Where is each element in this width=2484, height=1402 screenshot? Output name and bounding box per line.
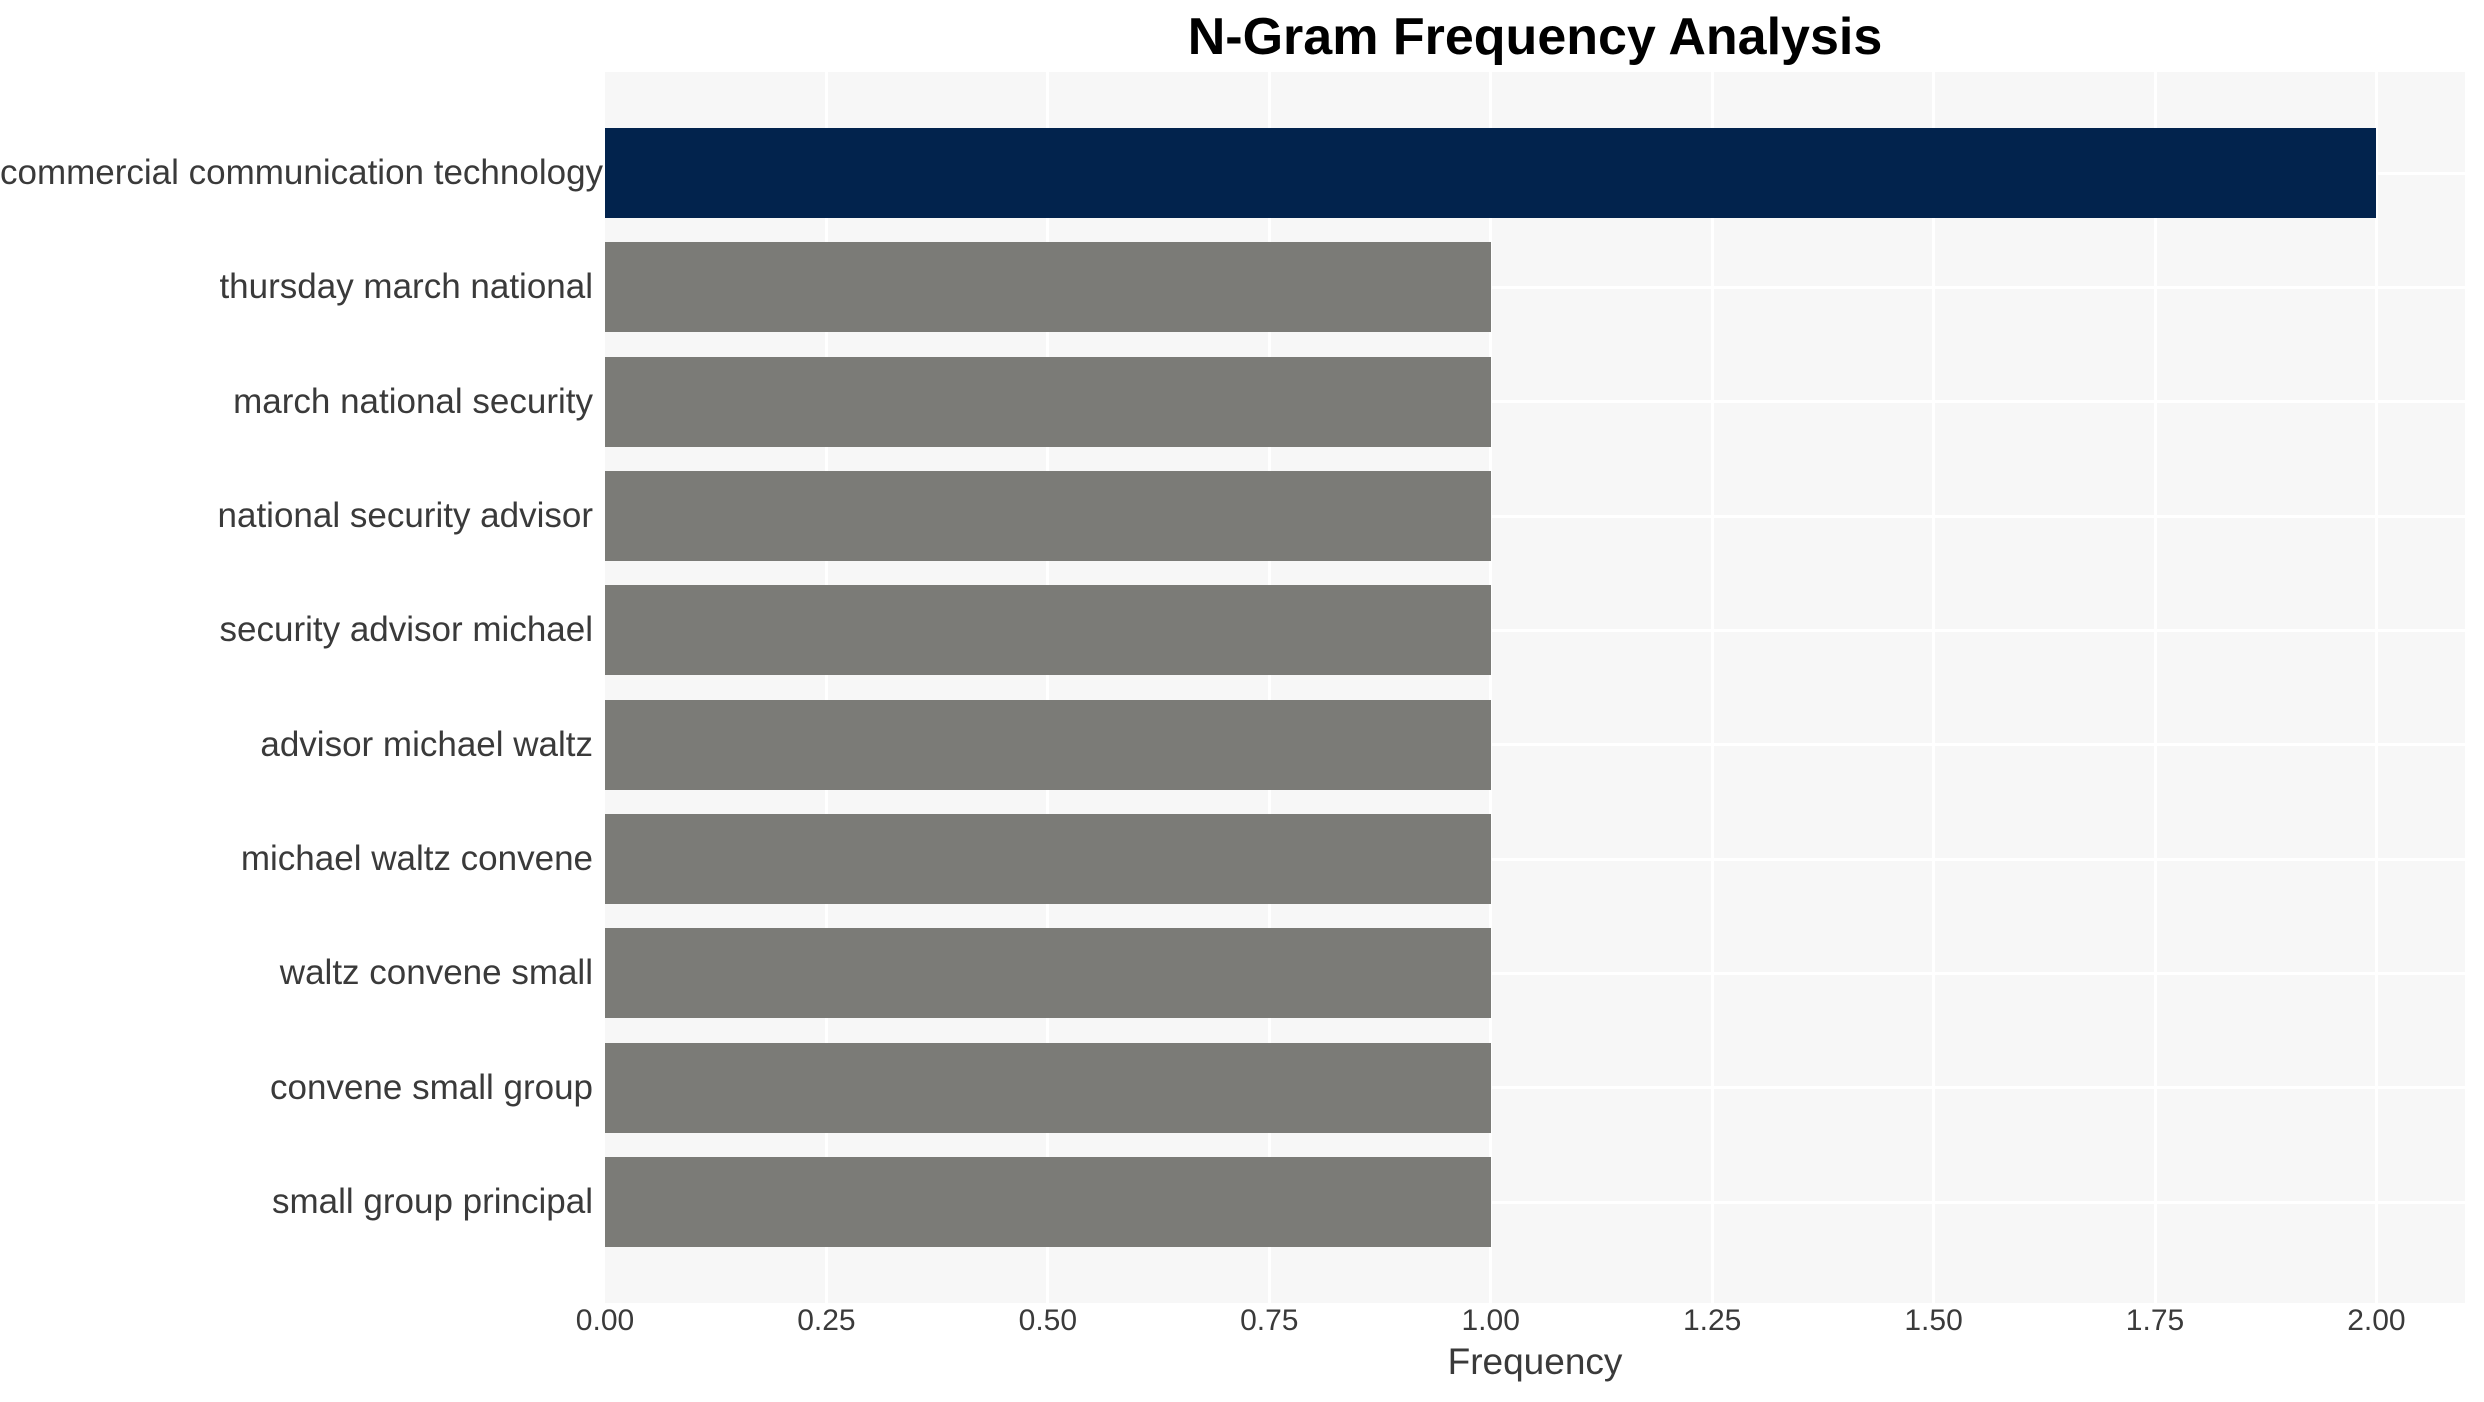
bar-default xyxy=(605,585,1491,676)
x-gridline xyxy=(2153,72,2157,1303)
y-gridline xyxy=(605,1200,2465,1204)
y-gridline xyxy=(605,1086,2465,1090)
y-gridline xyxy=(605,857,2465,861)
y-tick-label: michael waltz convene xyxy=(240,839,593,878)
y-gridline xyxy=(605,285,2465,289)
y-axis-labels: commercial communication technology thurs… xyxy=(0,0,604,1402)
y-gridline xyxy=(605,628,2465,632)
x-gridline xyxy=(1267,72,1271,1303)
chart-title: N-Gram Frequency Analysis xyxy=(1187,8,1883,66)
y-tick-label: national security advisor xyxy=(217,496,593,535)
y-gridline xyxy=(605,400,2465,404)
bar-default xyxy=(605,928,1491,1019)
x-tick-label: 0.50 xyxy=(1018,1304,1078,1337)
bar-default xyxy=(605,699,1491,790)
x-tick-label: 2.00 xyxy=(2347,1304,2406,1337)
bar-default xyxy=(605,471,1491,561)
bar-default xyxy=(605,1157,1491,1247)
x-gridline xyxy=(824,72,828,1303)
x-axis-title: Frequency xyxy=(1447,1341,1623,1382)
y-tick-label: thursday march national xyxy=(219,267,593,307)
bar-default xyxy=(605,242,1491,333)
y-tick-label: commercial communication technology xyxy=(0,153,604,192)
bar-highlight xyxy=(605,128,2377,218)
x-tick-label: 0.00 xyxy=(575,1304,635,1337)
y-tick-label: advisor michael waltz xyxy=(260,724,593,764)
y-tick-label: march national security xyxy=(233,381,593,421)
y-tick-label: waltz convene small xyxy=(279,953,593,993)
y-gridline xyxy=(605,743,2465,747)
x-gridline xyxy=(1932,72,1936,1303)
y-gridline xyxy=(605,514,2465,518)
y-tick-label: convene small group xyxy=(270,1067,593,1107)
bar-default xyxy=(605,1042,1491,1133)
y-tick-label: small group principal xyxy=(272,1182,593,1221)
x-tick-label: 1.75 xyxy=(2125,1304,2185,1337)
x-tick-label: 1.00 xyxy=(1461,1304,1520,1337)
x-gridline xyxy=(1489,72,1493,1303)
x-gridline xyxy=(1046,72,1050,1303)
x-tick-label: 1.25 xyxy=(1682,1304,1742,1337)
plot-area xyxy=(605,72,2465,1303)
x-gridline xyxy=(1710,72,1714,1303)
bar-default xyxy=(605,356,1491,447)
bar-default xyxy=(605,814,1491,904)
x-gridline xyxy=(2374,72,2378,1303)
y-gridline xyxy=(605,971,2465,975)
x-tick-label: 0.75 xyxy=(1240,1304,1299,1337)
x-tick-label: 1.50 xyxy=(1904,1304,1963,1337)
y-tick-label: security advisor michael xyxy=(219,610,593,650)
x-tick-label: 0.25 xyxy=(797,1304,856,1337)
